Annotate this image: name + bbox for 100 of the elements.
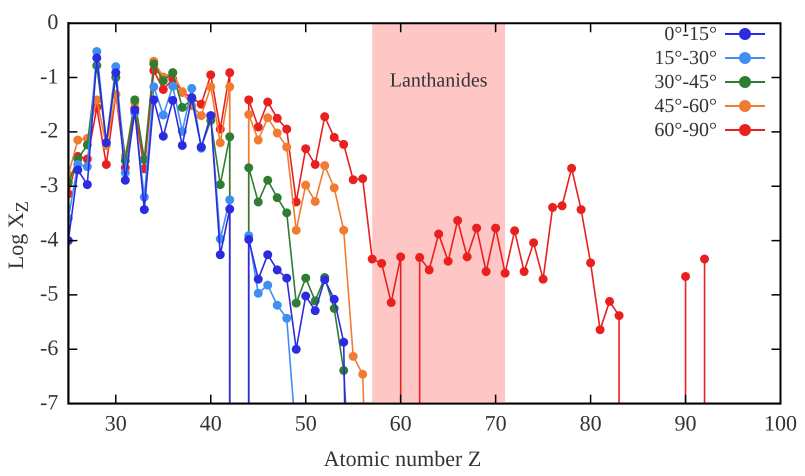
point bbox=[158, 132, 168, 141]
point bbox=[358, 174, 368, 184]
point bbox=[434, 230, 444, 239]
point bbox=[292, 344, 301, 354]
point bbox=[263, 280, 272, 290]
y-tick-label: -6 bbox=[40, 335, 58, 360]
point bbox=[538, 274, 548, 284]
point bbox=[605, 296, 614, 306]
point bbox=[130, 95, 140, 104]
point bbox=[282, 274, 292, 283]
legend-label: 15°-30° bbox=[654, 46, 717, 70]
point bbox=[216, 180, 225, 190]
x-axis-title: Atomic number Z bbox=[322, 446, 482, 472]
x-tick-label: 40 bbox=[200, 410, 222, 436]
x-tick-label: 90 bbox=[674, 410, 697, 436]
point bbox=[158, 85, 168, 94]
point bbox=[178, 102, 187, 112]
point bbox=[330, 183, 339, 192]
point bbox=[368, 254, 377, 264]
point bbox=[282, 314, 292, 323]
band-label: Lanthanides bbox=[390, 69, 488, 92]
point bbox=[500, 268, 510, 278]
point bbox=[216, 250, 225, 260]
point bbox=[282, 142, 292, 152]
point bbox=[111, 68, 120, 78]
point bbox=[282, 208, 292, 218]
point bbox=[339, 338, 348, 347]
legend-label: 45°-60° bbox=[654, 94, 717, 118]
legend-label: 0°-15° bbox=[664, 22, 717, 46]
point bbox=[320, 112, 330, 122]
point bbox=[310, 306, 320, 316]
point bbox=[330, 132, 339, 142]
point bbox=[282, 124, 292, 134]
point bbox=[244, 234, 254, 244]
y-tick-label: -2 bbox=[40, 118, 58, 143]
point bbox=[348, 352, 358, 361]
point bbox=[453, 216, 462, 225]
point bbox=[73, 165, 82, 174]
point bbox=[586, 258, 596, 268]
legend-label: 60°-90° bbox=[654, 118, 717, 142]
point bbox=[614, 311, 624, 320]
point bbox=[510, 226, 520, 236]
point bbox=[320, 161, 330, 170]
point bbox=[396, 252, 406, 262]
point bbox=[272, 128, 282, 138]
point bbox=[263, 250, 272, 260]
point bbox=[225, 204, 234, 214]
point bbox=[225, 82, 234, 92]
point bbox=[424, 265, 434, 274]
point bbox=[102, 160, 111, 169]
point bbox=[472, 224, 482, 233]
point bbox=[700, 254, 710, 264]
point bbox=[681, 272, 690, 281]
point bbox=[158, 76, 168, 86]
point bbox=[491, 224, 500, 233]
point bbox=[263, 113, 272, 122]
point bbox=[263, 97, 272, 106]
point bbox=[140, 205, 149, 214]
point bbox=[120, 176, 130, 185]
point bbox=[92, 53, 102, 62]
point bbox=[225, 68, 234, 78]
point bbox=[187, 84, 196, 93]
point bbox=[272, 300, 282, 310]
x-tick-label: 50 bbox=[294, 410, 317, 436]
x-tick-label: 30 bbox=[104, 410, 127, 436]
y-tick-label: -5 bbox=[40, 280, 58, 306]
y-tick-label: 0 bbox=[47, 8, 58, 34]
point bbox=[272, 265, 282, 274]
point bbox=[348, 175, 358, 184]
point bbox=[149, 82, 158, 92]
point bbox=[225, 195, 234, 204]
point bbox=[301, 274, 310, 283]
point bbox=[301, 292, 310, 300]
point bbox=[149, 95, 158, 104]
x-tick-label: 100 bbox=[764, 410, 797, 436]
point bbox=[254, 274, 263, 284]
point bbox=[520, 267, 529, 276]
point bbox=[301, 144, 310, 154]
y-tick-label: -4 bbox=[40, 226, 58, 252]
point bbox=[444, 256, 453, 266]
point bbox=[196, 111, 206, 120]
point bbox=[292, 298, 301, 308]
point bbox=[244, 110, 254, 119]
point bbox=[548, 202, 558, 212]
point bbox=[149, 59, 158, 68]
point bbox=[272, 193, 282, 202]
point bbox=[386, 298, 396, 308]
point bbox=[244, 163, 254, 172]
point bbox=[206, 82, 216, 92]
x-tick-label: 60 bbox=[390, 410, 412, 436]
point bbox=[216, 138, 225, 148]
point bbox=[206, 70, 216, 80]
y-tick-label: -7 bbox=[40, 389, 58, 414]
point bbox=[272, 114, 282, 123]
point bbox=[462, 252, 472, 262]
point bbox=[482, 267, 491, 276]
point bbox=[415, 252, 424, 262]
point bbox=[254, 197, 263, 206]
point bbox=[596, 325, 605, 334]
point bbox=[339, 226, 348, 235]
